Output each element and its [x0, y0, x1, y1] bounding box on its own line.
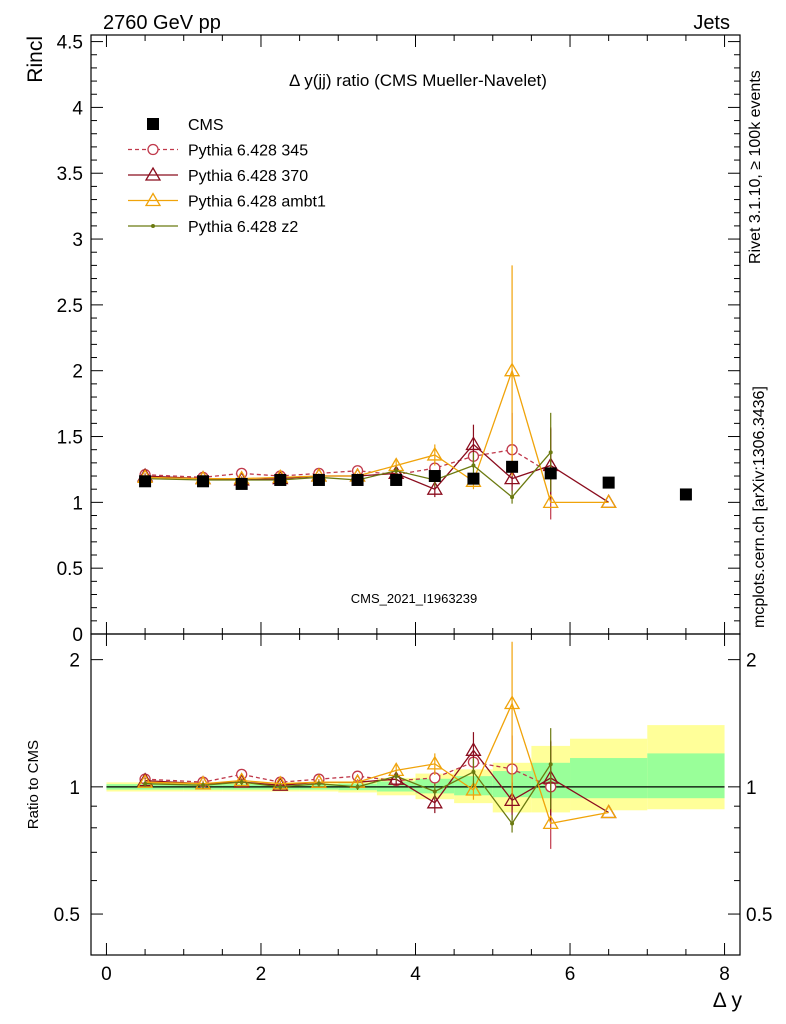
legend-label-p370: Pythia 6.428 370: [188, 168, 308, 185]
data-point-cms: [544, 467, 557, 480]
ratio-point-z2: [510, 821, 515, 826]
data-point-cms: [274, 473, 287, 486]
legend-label-CMS: CMS: [188, 117, 224, 134]
main-series-line-ambt1: [145, 368, 609, 504]
main-point-z2: [394, 468, 399, 473]
ratio-point-z2: [394, 774, 399, 779]
band-inner: [647, 753, 725, 799]
legend-marker-p370: [144, 166, 162, 181]
data-point-cms: [428, 470, 441, 483]
y-axis-label: Rincl: [24, 36, 47, 83]
data-point-cms: [312, 473, 325, 486]
ratio-point-z2: [548, 762, 553, 767]
main-point-ambt1: [600, 494, 617, 509]
data-point-cms: [506, 460, 519, 473]
x-tick-label: 0: [101, 964, 112, 985]
data-point-cms: [139, 475, 152, 488]
data-point-cms: [679, 488, 692, 501]
data-point-cms: [351, 473, 364, 486]
x-tick-label: 6: [565, 964, 576, 985]
ratio-y-axis-label: Ratio to CMS: [25, 740, 42, 829]
y-tick-label: 2: [72, 362, 83, 383]
mcplots-label: mcplots.cern.ch [arXiv:1306.3436]: [751, 386, 768, 628]
main-point-p370: [426, 480, 443, 495]
ratio-panel: 0 2 4 6 8 0.5 0.5 1 1 2 2: [54, 622, 772, 985]
ratio-point-ambt1: [136, 773, 154, 788]
ratio-series-line-p345: [145, 761, 551, 788]
y-tick-label: 4: [72, 98, 83, 119]
main-panel: 0 0.5 1 1.5 2 2.5 3 3.5 4 4.5: [57, 33, 741, 646]
ratio-point-ambt1: [310, 773, 328, 788]
y-tick-label: 3.5: [57, 164, 83, 185]
band-inner: [570, 758, 648, 799]
rivet-label: Rivet 3.1.10, ≥ 100k events: [747, 70, 764, 264]
data-point-cms: [390, 473, 403, 486]
ratio-point-z2: [201, 783, 206, 788]
ratio-point-ambt1: [600, 804, 617, 819]
x-axis-label: Δ y: [713, 989, 743, 1012]
main-point-z2: [471, 463, 476, 468]
legend-marker-p345: [147, 143, 159, 156]
y-tick-label: 0: [72, 625, 83, 646]
ratio-point-ambt1: [233, 772, 250, 787]
x-tick-label: 4: [410, 964, 421, 985]
data-point-cms: [235, 477, 248, 490]
main-point-z2: [510, 495, 515, 500]
y-tick-label: 1: [72, 493, 83, 514]
ratio-y-tick-label-right: 2: [746, 651, 757, 672]
y-tick-label: 2.5: [57, 296, 83, 317]
legend-label-p345: Pythia 6.428 345: [188, 143, 308, 160]
chart-title: Δ y(jj) ratio (CMS Mueller-Navelet): [289, 71, 547, 90]
ratio-point-p370: [503, 792, 521, 806]
ratio-point-ambt1: [542, 815, 559, 829]
legend-marker-CMS: [147, 118, 159, 130]
ratio-point-z2: [471, 769, 476, 774]
data-point-cms: [602, 476, 615, 489]
ratio-point-z2: [143, 781, 148, 786]
x-tick-label: 2: [256, 964, 267, 985]
main-point-p370: [503, 470, 521, 485]
header-left: 2760 GeV pp: [103, 12, 221, 34]
ratio-series-line-ambt1: [145, 701, 609, 825]
ratio-point-ambt1: [426, 755, 443, 770]
ratio-y-tick-label: 1: [69, 778, 80, 799]
main-series-line-p370: [145, 443, 610, 503]
ratio-y-tick-label-right: 0.5: [746, 905, 772, 926]
ratio-point-z2: [355, 784, 360, 789]
ratio-y-tick-label-right: 1: [746, 778, 757, 799]
main-point-ambt1: [503, 362, 521, 377]
main-point-p370: [600, 494, 617, 509]
y-tick-label: 1.5: [57, 428, 83, 449]
ratio-point-z2: [239, 780, 244, 785]
ratio-point-z2: [432, 789, 437, 794]
y-tick-label: 0.5: [57, 559, 83, 580]
legend: CMS Pythia 6.428 345 Pythia 6.428 370 Pythi…: [128, 117, 326, 236]
data-point-cms: [197, 475, 210, 488]
ratio-y-tick-label: 2: [69, 651, 80, 672]
main-point-p370: [465, 436, 482, 451]
y-tick-label: 3: [72, 230, 83, 251]
ratio-point-ambt1: [194, 775, 212, 790]
header-right: Jets: [693, 12, 730, 34]
legend-label-ambt1: Pythia 6.428 ambt1: [188, 194, 326, 211]
y-tick-label: 4.5: [57, 33, 83, 54]
ratio-point-p370: [465, 742, 482, 756]
main-point-ambt1: [542, 494, 559, 509]
main-point-z2: [548, 450, 553, 455]
data-point-cms: [467, 472, 480, 485]
legend-marker-z2: [151, 224, 155, 228]
x-tick-label: 8: [719, 964, 730, 985]
ratio-point-z2: [278, 784, 283, 789]
ratio-point-p370: [426, 794, 443, 809]
ratio-point-ambt1: [503, 695, 521, 710]
ratio-y-tick-label: 0.5: [54, 905, 80, 926]
ratio-point-p370: [272, 776, 289, 791]
legend-label-z2: Pythia 6.428 z2: [188, 219, 298, 236]
ratio-point-z2: [316, 781, 321, 786]
watermark: CMS_2021_I1963239: [351, 591, 478, 606]
ratio-point-ambt1: [465, 781, 482, 796]
main-point-ambt1: [426, 446, 443, 461]
legend-marker-ambt1: [144, 192, 162, 207]
